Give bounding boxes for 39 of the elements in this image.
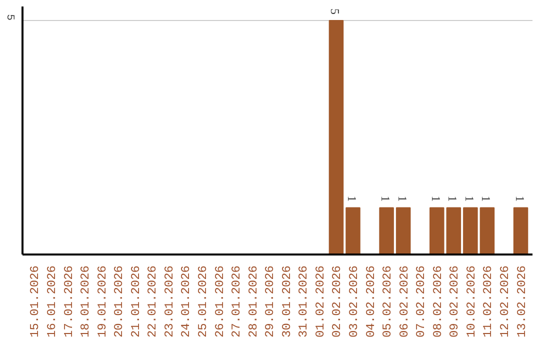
x-tick-label: 07.02.2026 (414, 265, 428, 338)
x-tick-label: 10.02.2026 (464, 265, 478, 338)
x-tick-label: 17.01.2026 (62, 265, 76, 338)
x-tick-label: 05.02.2026 (380, 265, 395, 338)
x-tick-label: 27.01.2026 (230, 265, 244, 338)
data-label: 1 (395, 196, 410, 202)
x-tick-label: 04.02.2026 (364, 265, 378, 338)
x-tick-label: 25.01.2026 (196, 265, 210, 338)
data-label: 1 (512, 196, 527, 202)
data-label: 1 (378, 196, 393, 202)
x-tick-label: 21.01.2026 (128, 265, 143, 338)
x-tick-label: 01.02.2026 (313, 265, 328, 338)
x-tick-label: 31.01.2026 (296, 265, 311, 338)
x-tick-label: 15.01.2026 (28, 265, 42, 338)
data-label: 1 (462, 196, 476, 202)
x-tick-label: 29.01.2026 (263, 265, 278, 338)
data-label: 5 (328, 8, 342, 15)
x-tick-label: 02.02.2026 (330, 265, 344, 338)
data-label: 1 (446, 196, 460, 202)
x-tick-label: 03.02.2026 (346, 265, 361, 338)
x-tick-label: 23.01.2026 (162, 265, 176, 338)
x-tick-label: 26.01.2026 (212, 265, 227, 338)
x-tick-label: 16.01.2026 (45, 265, 60, 338)
x-tick-label: 20.01.2026 (112, 265, 126, 338)
x-tick-label: 09.02.2026 (448, 265, 462, 338)
x-tick-label: 11.02.2026 (481, 265, 496, 338)
data-label: 1 (344, 196, 359, 202)
data-label: 1 (428, 196, 443, 202)
data-label: 1 (479, 196, 494, 202)
x-tick-label: 28.01.2026 (246, 265, 260, 338)
x-tick-label: 19.01.2026 (95, 265, 110, 338)
x-tick-label: 13.02.2026 (514, 265, 529, 338)
x-tick-label: 18.01.2026 (78, 265, 93, 338)
x-tick-label: 22.01.2026 (146, 265, 160, 338)
x-tick-label: 12.02.2026 (498, 265, 512, 338)
x-tick-label: 24.01.2026 (179, 265, 194, 338)
x-tick-label: 08.02.2026 (430, 265, 445, 338)
x-tick-label: 06.02.2026 (397, 265, 412, 338)
x-tick-label: 30.01.2026 (280, 265, 294, 338)
